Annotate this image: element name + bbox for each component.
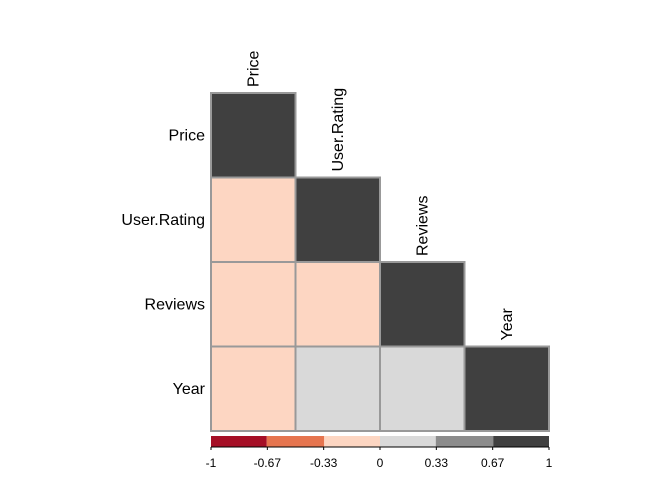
corr-cell-Reviews-Reviews bbox=[379, 261, 466, 348]
colorbar-bin-2 bbox=[324, 436, 380, 447]
corr-cell-Year-Year bbox=[463, 345, 550, 432]
colorbar-bin-5 bbox=[493, 436, 549, 447]
colorbar-tick-label: -1 bbox=[206, 456, 217, 470]
row-label-Reviews: Reviews bbox=[145, 296, 205, 313]
corr-cell-Reviews-User.Rating bbox=[294, 261, 381, 348]
corr-cell-User.Rating-Price bbox=[210, 176, 297, 263]
colorbar-bin-3 bbox=[380, 436, 436, 447]
row-label-Price: Price bbox=[169, 127, 206, 144]
corr-cell-Year-User.Rating bbox=[294, 345, 381, 432]
col-label-Year: Year bbox=[499, 308, 516, 341]
corr-cell-Price-Price bbox=[210, 92, 297, 179]
corr-cell-User.Rating-User.Rating bbox=[294, 176, 381, 263]
colorbar-tick-label: -0.67 bbox=[254, 456, 282, 470]
colorbar-bin-0 bbox=[211, 436, 267, 447]
colorbar-tick-label: -0.33 bbox=[310, 456, 338, 470]
colorbar-bin-1 bbox=[266, 436, 325, 447]
corr-cell-Year-Reviews bbox=[379, 345, 466, 432]
col-label-User.Rating: User.Rating bbox=[330, 88, 347, 172]
corr-cell-Year-Price bbox=[210, 345, 297, 432]
row-label-Year: Year bbox=[173, 381, 206, 398]
colorbar-tick-label: 0.67 bbox=[481, 456, 505, 470]
colorbar-tick-label: 0.33 bbox=[425, 456, 449, 470]
corr-cell-Reviews-Price bbox=[210, 261, 297, 348]
col-label-Reviews: Reviews bbox=[414, 196, 431, 256]
row-label-User.Rating: User.Rating bbox=[121, 212, 205, 229]
colorbar-tick-label: 1 bbox=[546, 456, 553, 470]
colorbar-tick-label: 0 bbox=[377, 456, 384, 470]
col-label-Price: Price bbox=[245, 50, 262, 87]
colorbar-bin-4 bbox=[435, 436, 494, 447]
